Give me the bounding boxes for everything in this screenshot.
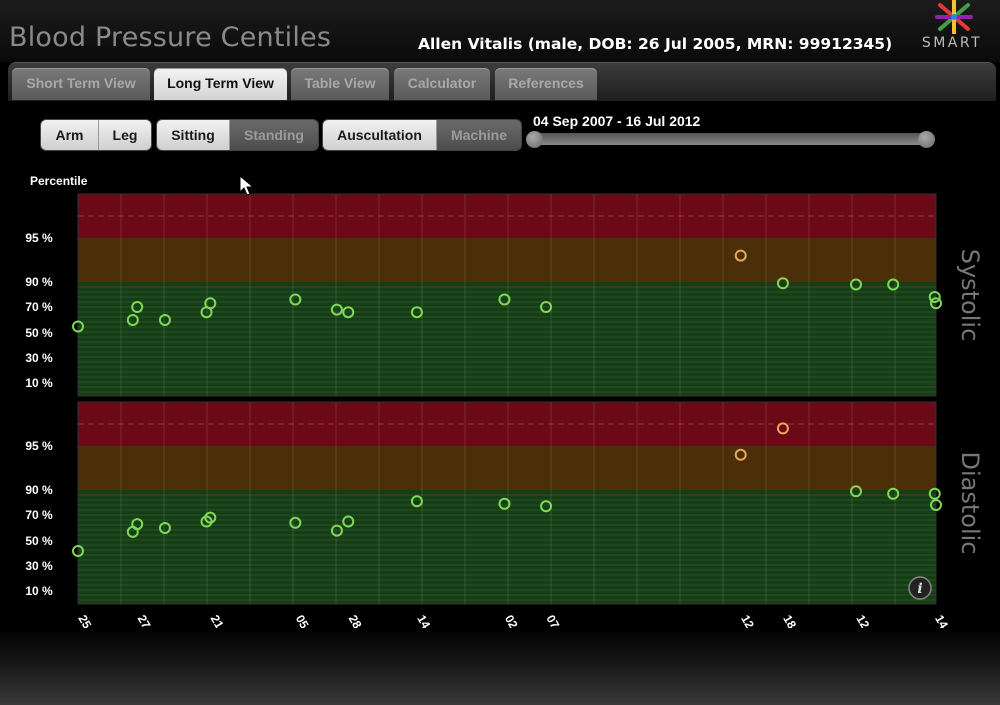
data-point <box>849 485 862 498</box>
data-point <box>540 301 553 313</box>
y-tick-label: 30 % <box>25 351 53 365</box>
slider-start-handle[interactable] <box>526 131 543 148</box>
y-tick-label: 70 % <box>25 300 53 314</box>
data-point <box>776 277 789 290</box>
info-icon-glyph: i <box>917 581 922 597</box>
data-point <box>410 495 423 508</box>
mouse-cursor-icon <box>239 175 255 196</box>
tab-references[interactable]: References <box>495 68 597 100</box>
y-axis-title: Percentile <box>30 174 88 188</box>
zone-borderline <box>78 238 936 282</box>
data-point <box>72 320 84 333</box>
zone-borderline <box>78 446 936 490</box>
standing-button[interactable]: Standing <box>230 120 318 150</box>
data-point <box>887 487 900 500</box>
app-title: Blood Pressure Centiles <box>9 22 332 53</box>
y-tick-label: 95 % <box>25 231 53 245</box>
tab-bar: Short Term View Long Term View Table Vie… <box>8 62 996 101</box>
y-tick-label: 30 % <box>25 559 53 573</box>
data-point <box>734 448 747 461</box>
tab-table-view[interactable]: Table View <box>291 68 389 100</box>
y-tick-label: 10 % <box>25 584 53 598</box>
tab-calculator[interactable]: Calculator <box>394 68 490 100</box>
patient-info: Allen Vitalis (male, DOB: 26 Jul 2005, M… <box>418 35 893 53</box>
tab-long-term-view[interactable]: Long Term View <box>154 68 287 100</box>
y-tick-label: 70 % <box>25 508 53 522</box>
data-point <box>930 297 942 310</box>
data-point <box>289 293 302 306</box>
y-tick-label: 90 % <box>25 275 53 289</box>
data-point <box>158 314 171 326</box>
site-filter-group: Arm Leg <box>40 119 152 151</box>
machine-button[interactable]: Machine <box>437 120 521 150</box>
data-point <box>289 516 302 529</box>
data-point <box>158 522 171 534</box>
data-point <box>540 500 553 513</box>
slider-end-handle[interactable] <box>918 131 935 148</box>
smart-logo-icon <box>935 0 973 35</box>
y-tick-label: 95 % <box>25 439 53 453</box>
data-point <box>330 524 343 537</box>
footer-bar <box>0 628 1000 705</box>
data-point <box>342 306 355 319</box>
arm-button[interactable]: Arm <box>41 120 99 150</box>
panel-border <box>77 193 937 397</box>
data-point <box>204 297 217 310</box>
tab-short-term-view[interactable]: Short Term View <box>12 68 150 100</box>
data-point <box>410 306 423 319</box>
data-point <box>72 545 84 557</box>
data-point <box>849 278 862 291</box>
position-filter-group: Sitting Standing <box>156 119 319 151</box>
panel-label-systolic: Systolic <box>956 249 984 342</box>
data-point <box>930 499 942 511</box>
date-range-label: 04 Sep 2007 - 16 Jul 2012 <box>533 113 701 129</box>
data-point <box>498 497 511 510</box>
method-filter-group: Auscultation Machine <box>322 119 522 151</box>
data-point <box>776 422 789 435</box>
date-range-slider[interactable] <box>527 133 935 145</box>
data-point <box>204 511 217 524</box>
leg-button[interactable]: Leg <box>99 120 151 150</box>
auscultation-button[interactable]: Auscultation <box>323 120 437 150</box>
data-point <box>342 515 355 528</box>
info-icon[interactable] <box>908 576 932 600</box>
smart-logo: SMART <box>908 0 996 52</box>
data-point <box>498 293 511 306</box>
data-point <box>928 291 941 303</box>
y-tick-label: 90 % <box>25 483 53 497</box>
data-point <box>887 278 900 291</box>
y-tick-label: 50 % <box>25 534 53 548</box>
data-point <box>131 301 144 313</box>
data-point <box>330 303 343 316</box>
data-point <box>131 518 144 531</box>
panel-label-diastolic: Diastolic <box>956 452 984 555</box>
panel-border <box>77 401 937 605</box>
logo-text: SMART <box>921 35 983 51</box>
data-point <box>928 487 941 500</box>
app-header: Blood Pressure Centiles Allen Vitalis (m… <box>0 0 1000 62</box>
y-tick-label: 50 % <box>25 326 53 340</box>
data-point <box>126 314 139 326</box>
y-tick-label: 10 % <box>25 376 53 390</box>
sitting-button[interactable]: Sitting <box>157 120 230 150</box>
data-point <box>734 249 747 262</box>
